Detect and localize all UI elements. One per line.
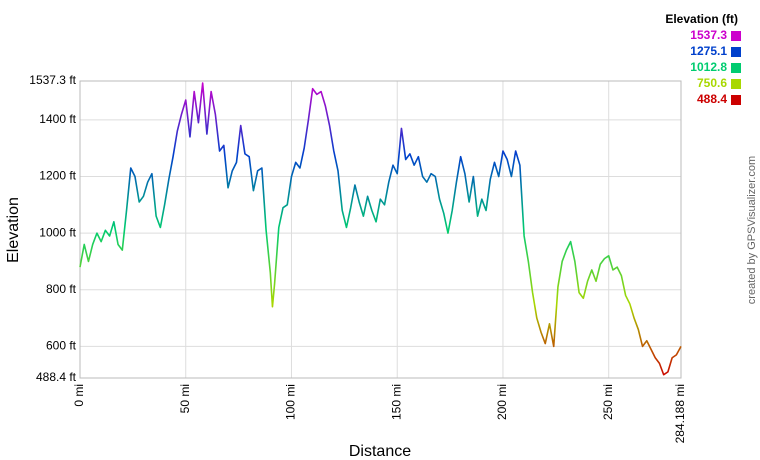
x-tick-label: 0 mi — [72, 384, 86, 407]
x-tick-label: 150 mi — [389, 384, 403, 420]
legend-label: 1537.3 — [690, 28, 727, 42]
legend-swatch — [731, 63, 741, 73]
plot-border — [79, 80, 682, 379]
x-tick-label: 100 mi — [284, 384, 298, 420]
legend-label: 488.4 — [697, 92, 727, 106]
legend-title: Elevation (ft) — [665, 12, 738, 26]
legend-label: 1012.8 — [690, 60, 727, 74]
x-tick-label: 284.188 mi — [673, 384, 687, 443]
elevation-line — [79, 82, 682, 376]
y-tick-label: 1000 ft — [39, 225, 76, 239]
legend-swatch — [731, 79, 741, 89]
x-tick-label: 200 mi — [495, 384, 509, 420]
legend-label: 750.6 — [697, 76, 727, 90]
x-axis-title: Distance — [349, 443, 411, 460]
y-tick-label: 800 ft — [46, 282, 77, 296]
credit: created by GPSVisualizer.com — [746, 156, 758, 304]
legend-swatch — [731, 47, 741, 57]
y-tick-label: 1400 ft — [39, 112, 76, 126]
y-tick-label: 1537.3 ft — [29, 73, 76, 87]
legend-swatch — [731, 95, 741, 105]
x-tick-label: 250 mi — [601, 384, 615, 420]
x-tick-label: 50 mi — [178, 384, 192, 413]
y-tick-label: 1200 ft — [39, 169, 76, 183]
y-tick-label: 600 ft — [46, 339, 77, 353]
y-tick-label: 488.4 ft — [36, 370, 77, 384]
legend-swatch — [731, 31, 741, 41]
y-axis-title: Elevation — [5, 197, 22, 263]
legend-label: 1275.1 — [690, 44, 727, 58]
